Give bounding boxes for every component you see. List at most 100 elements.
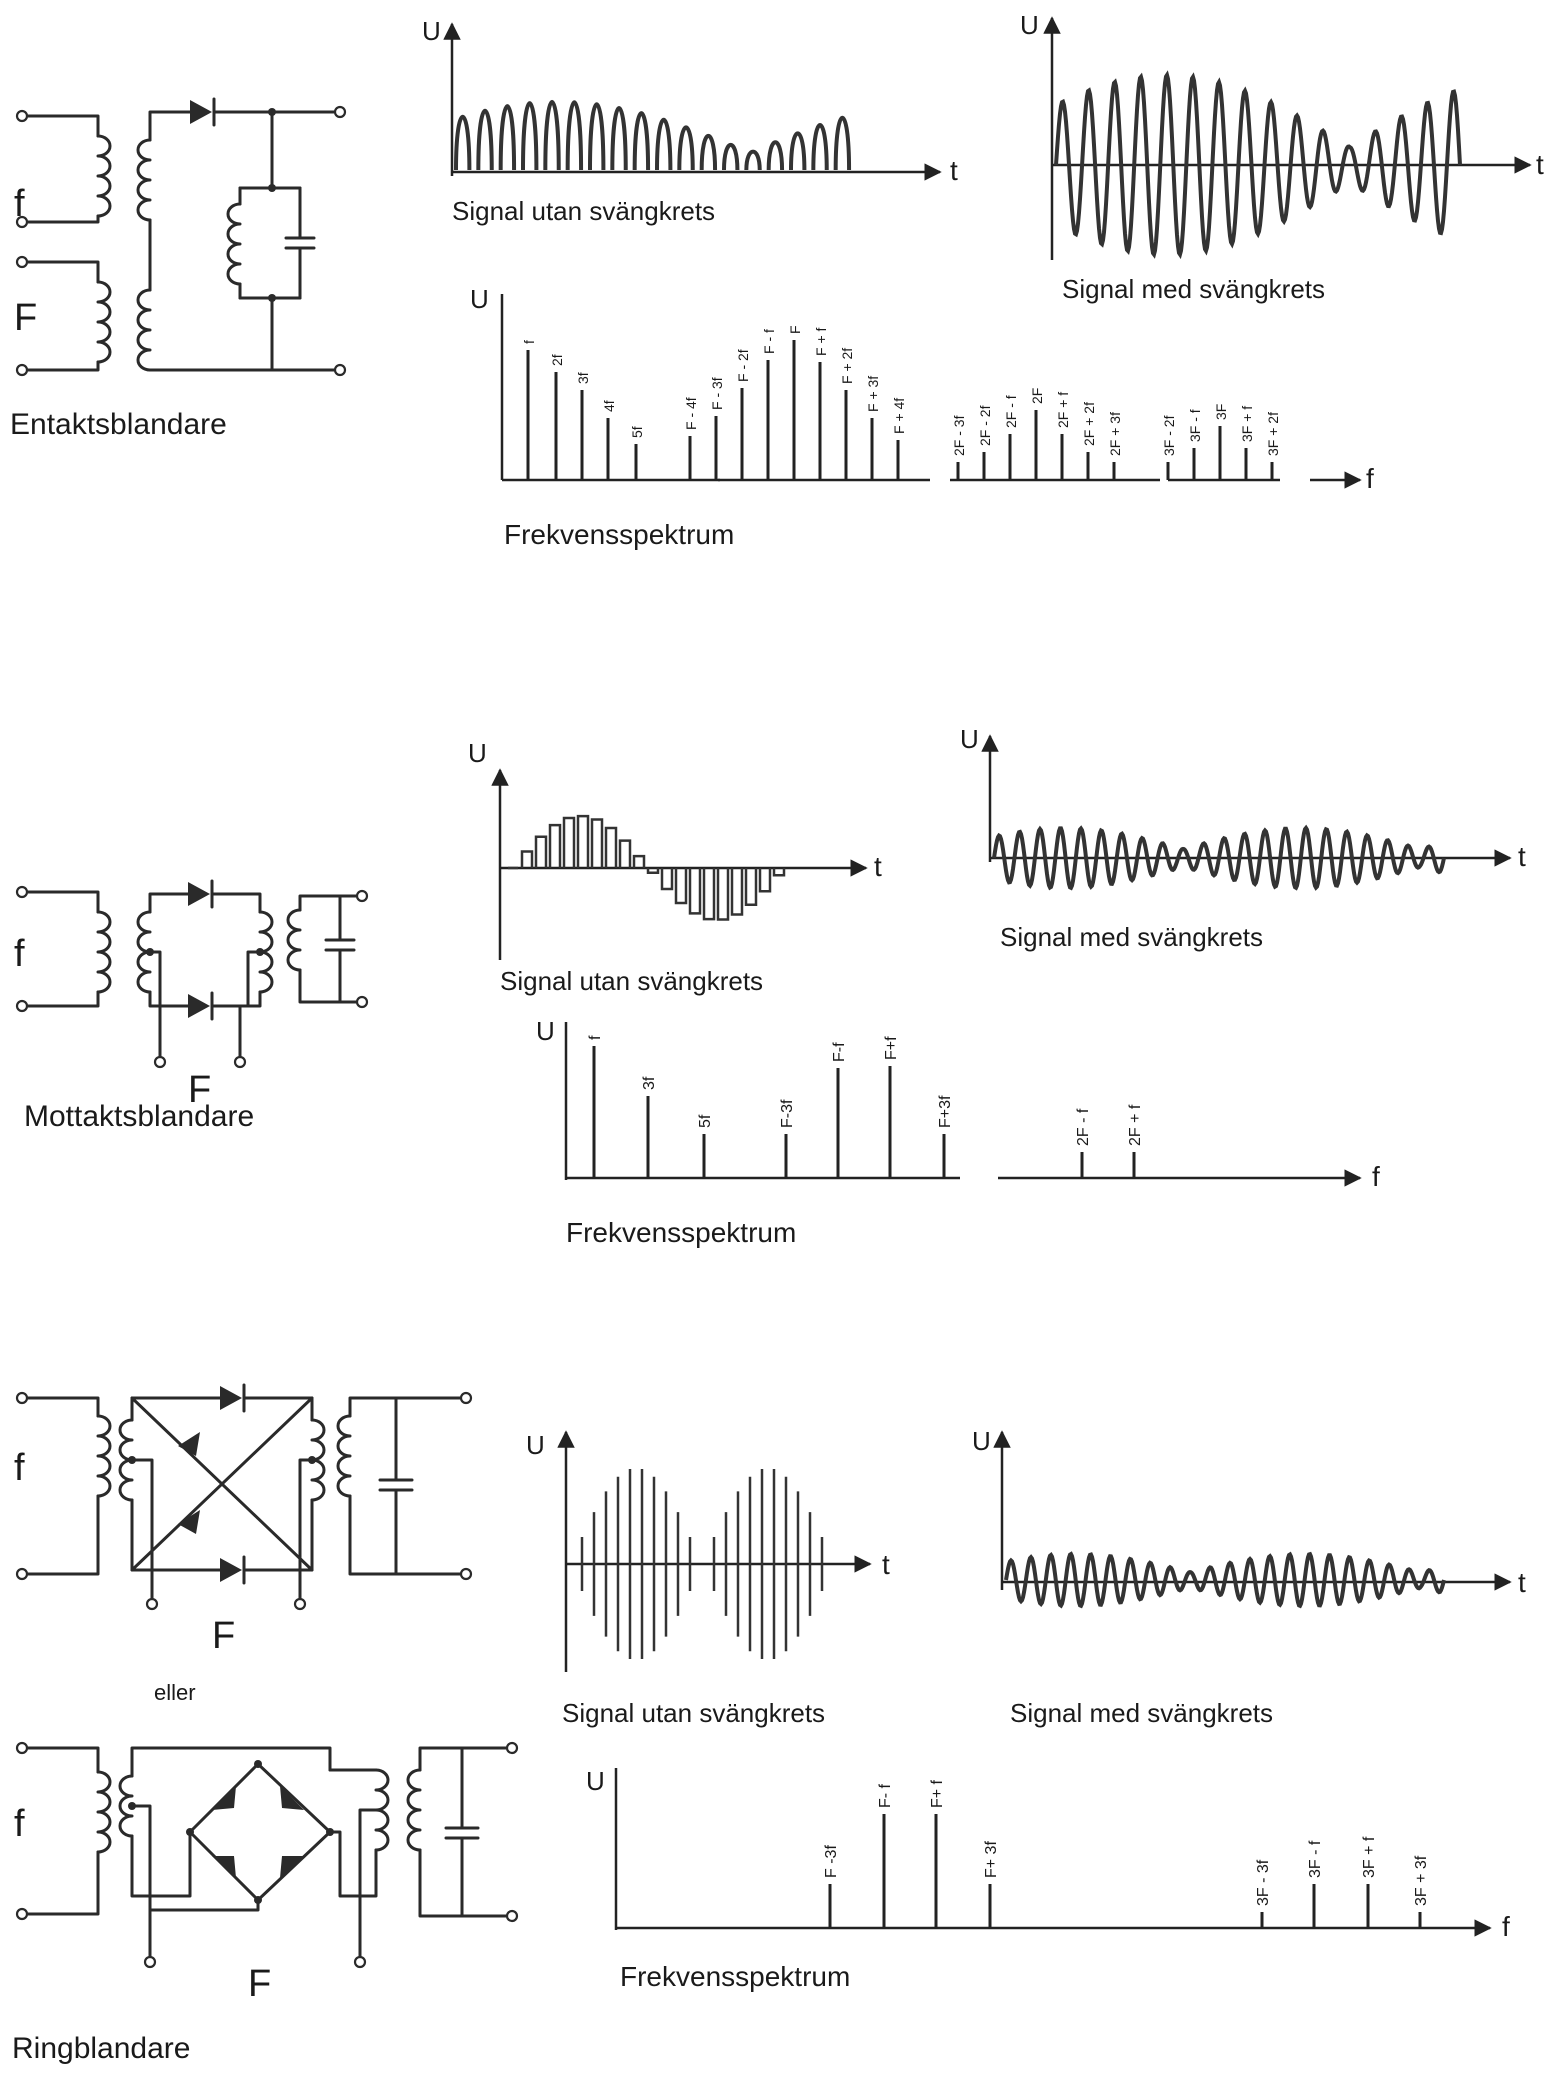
spectrum-line-label: F - 3f [709, 377, 725, 410]
spectrum-mottakt: f 3f 5f F-3f F-f F+f F+3f 2F - f 2F + f [564, 1022, 1362, 1187]
wave-with-ring [993, 1430, 1512, 1609]
spectrum-line-label: F- f [877, 1783, 894, 1808]
spectrum-line-label: F + 2f [839, 348, 855, 384]
coil-f-primary [96, 1770, 112, 1854]
spectrum-line-label: f [521, 340, 537, 344]
coil-secondary [118, 1774, 134, 1838]
terminal-icon [143, 1955, 157, 1969]
coil-f-secondary [136, 138, 152, 222]
spectrum-line-label: F+ f [929, 1779, 946, 1808]
spectrum-line-label: 3f [641, 1076, 658, 1090]
axis-label-t: t [1518, 1567, 1526, 1598]
input-label-f: f [14, 183, 25, 225]
spectrum-line-label: 2F [1029, 388, 1045, 404]
spectrum-line-label: F + 3f [865, 376, 881, 412]
terminal-icon [15, 215, 29, 229]
spectrum-line-label: 3F - 2f [1161, 415, 1177, 456]
spectrum-line-label: F+3f [937, 1095, 954, 1128]
coil-out-secondary [336, 1414, 352, 1498]
wave-without-ring [557, 1430, 872, 1672]
terminal-icon [15, 363, 29, 377]
spectrum-line-label: 2F - f [1003, 395, 1019, 428]
spectrum-line-label: F-3f [779, 1099, 796, 1128]
diode-icon [188, 879, 214, 909]
terminal-icon [333, 105, 347, 119]
coil-F-secondary [136, 288, 152, 372]
input-label-F: F [188, 1069, 211, 1111]
terminal-icon [505, 1909, 519, 1923]
terminal-icon [505, 1741, 519, 1755]
spectrum-line-label: F - 4f [683, 397, 699, 430]
caption: Signal med svängkrets [1000, 922, 1263, 952]
spectrum-line-label: 3F + f [1239, 406, 1255, 442]
spectrum-line-label: f [587, 1035, 604, 1040]
spectrum-line-label: 3F + f [1361, 1836, 1378, 1878]
axis-label-u: U [972, 1426, 991, 1456]
spectrum-line-label: 3F - f [1307, 1840, 1324, 1878]
caption: Signal med svängkrets [1010, 1698, 1273, 1728]
wave-with-mottakt [981, 734, 1512, 891]
coil-f-primary [96, 1414, 112, 1498]
wave-without-entakt [443, 22, 942, 181]
spectrum-line-label: 2F - f [1075, 1108, 1092, 1146]
waveform-oscillation [992, 824, 1446, 891]
coil-f-primary [96, 134, 112, 218]
coil-F-primary [96, 280, 112, 364]
terminal-icon [355, 995, 369, 1009]
spectrum-line-label: F+f [883, 1036, 900, 1060]
terminal-icon [15, 109, 29, 123]
diode-icon [280, 1856, 304, 1878]
diode-icon [220, 1383, 246, 1413]
diode-icon [188, 991, 214, 1021]
spectrum-line-label: F -3f [823, 1845, 840, 1878]
terminal-icon [353, 1955, 367, 1969]
tank-coil [226, 202, 242, 286]
caption: Signal med svängkrets [1062, 274, 1325, 304]
caption: Frekvensspektrum [566, 1217, 796, 1248]
alt-label: eller [154, 1680, 196, 1705]
terminal-icon [15, 1741, 29, 1755]
spectrum-line-label: F - f [761, 329, 777, 354]
spectrum-line-label: 2F + 2f [1081, 402, 1097, 446]
axis-label-u: U [470, 284, 489, 314]
axis-label-t: t [1518, 841, 1526, 872]
axis-label-u: U [526, 1430, 545, 1460]
terminal-icon [459, 1391, 473, 1405]
terminal-icon [459, 1567, 473, 1581]
terminal-icon [355, 889, 369, 903]
axis-label-t: t [950, 155, 958, 186]
circuit-ring-cross [15, 1383, 473, 1611]
circuit-title: Mottaktsblandare [24, 1100, 254, 1133]
spectrum-line-label: 5f [697, 1114, 714, 1128]
circuit-title: Entaktsblandare [10, 408, 227, 441]
diode-icon [212, 1786, 236, 1810]
terminal-icon [333, 363, 347, 377]
diode-icon [212, 1856, 236, 1878]
diode-icon [190, 97, 216, 127]
axis-label-u: U [586, 1766, 605, 1796]
terminal-icon [233, 1055, 247, 1069]
axis-label-u: U [960, 724, 979, 754]
waveform-halfwave [454, 99, 852, 171]
terminal-icon [15, 1907, 29, 1921]
circuit-ring-bridge [15, 1741, 519, 1969]
spectrum-line-label: F+ 3f [983, 1841, 1000, 1878]
diode-icon [220, 1555, 246, 1585]
caption: Signal utan svängkrets [562, 1698, 825, 1728]
diode-icon [178, 1510, 200, 1534]
spectrum-line-label: 3F - 3f [1255, 1859, 1272, 1906]
input-label-f: f [14, 1803, 25, 1845]
axis-label-u: U [536, 1016, 555, 1046]
diode-icon [280, 1786, 304, 1810]
spectrum-line-label: F + f [813, 327, 829, 356]
caption: Signal utan svängkrets [452, 196, 715, 226]
terminal-icon [15, 255, 29, 269]
coil-out-primary [374, 1768, 390, 1852]
input-label-f: f [14, 1447, 25, 1489]
axis-label-t: t [874, 851, 882, 882]
wave-with-entakt [1043, 16, 1532, 260]
axis-label-f: f [1502, 1911, 1510, 1942]
spectrum-line-label: 2f [549, 354, 565, 366]
spectrum-line-label: F-f [831, 1042, 848, 1062]
coil-out-secondary [286, 908, 302, 972]
